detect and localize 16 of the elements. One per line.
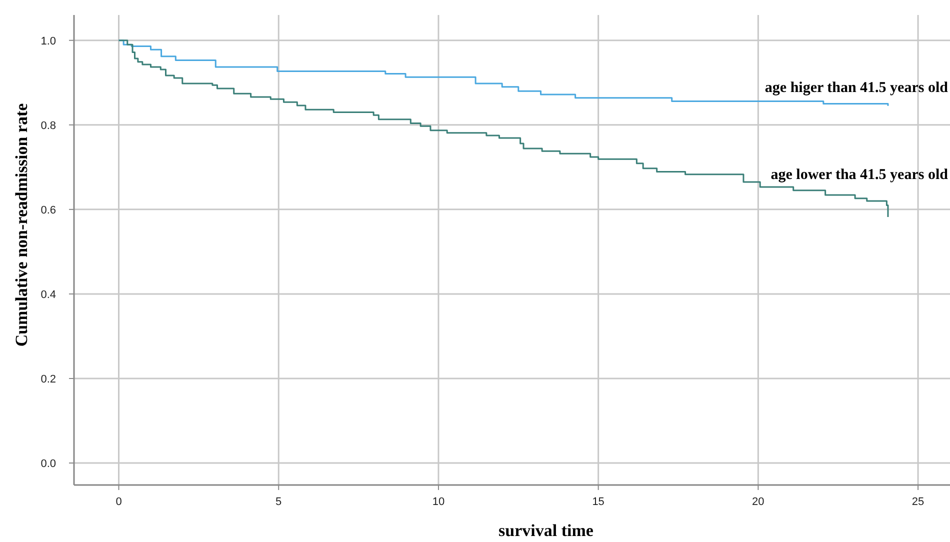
x-axis-title: survival time [498, 521, 594, 540]
series-label: age lower tha 41.5 years old [770, 167, 949, 184]
y-tick-label: 0.0 [40, 458, 56, 470]
y-tick-label: 0.8 [40, 120, 56, 132]
x-tick-label: 10 [432, 496, 445, 508]
x-tick-label: 15 [592, 496, 604, 508]
y-axis-title: Cumulative non-readmission rate [12, 102, 31, 347]
x-tick-label: 5 [276, 496, 282, 508]
x-tick-label: 0 [116, 496, 122, 508]
y-tick-label: 1.0 [40, 35, 56, 48]
series-label: age higer than 41.5 years old [764, 80, 949, 96]
y-tick-label: 0.4 [40, 288, 56, 301]
x-tick-label: 20 [752, 496, 764, 508]
y-tick-label: 0.2 [40, 373, 56, 386]
y-tick-label: 0.6 [40, 204, 56, 216]
x-tick-label: 25 [912, 496, 924, 508]
